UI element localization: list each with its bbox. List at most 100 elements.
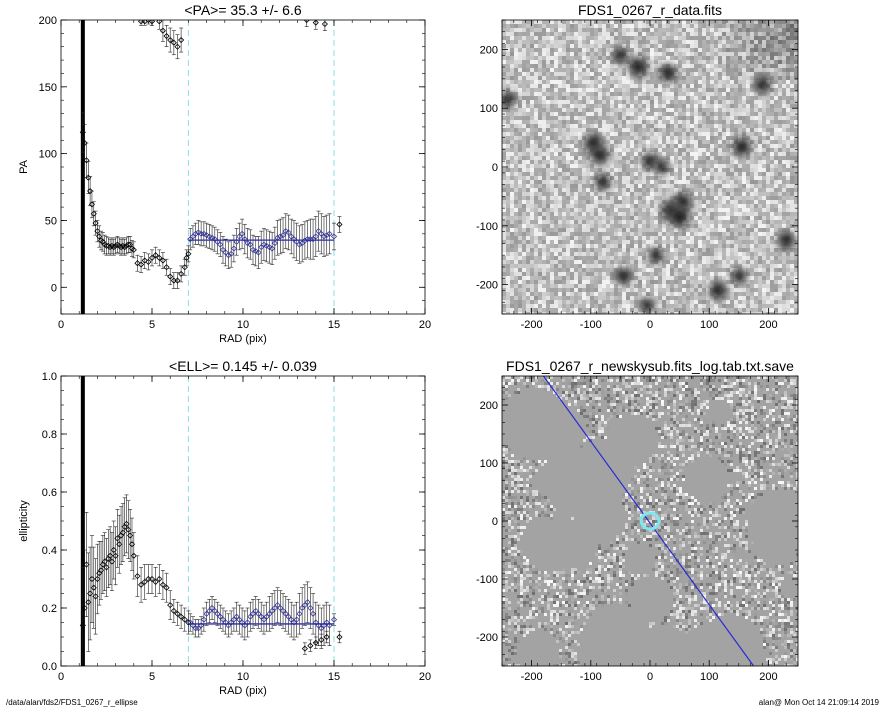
image-pixel: [538, 108, 542, 112]
image-pixel: [794, 84, 798, 88]
image-pixel: [742, 188, 746, 192]
image-pixel: [606, 212, 610, 216]
image-pixel: [658, 92, 662, 96]
image-pixel: [562, 164, 566, 168]
image-pixel: [670, 104, 674, 108]
image-pixel: [722, 140, 726, 144]
image-pixel: [754, 40, 758, 44]
image-pixel: [706, 208, 710, 212]
image-pixel: [742, 36, 746, 40]
image-pixel: [794, 80, 798, 84]
image-pixel: [738, 212, 742, 216]
image-pixel: [570, 28, 574, 32]
image-pixel: [714, 204, 718, 208]
image-pixel: [546, 52, 550, 56]
image-pixel: [634, 116, 638, 120]
image-pixel: [682, 60, 686, 64]
data-point: [138, 581, 145, 588]
image-pixel: [546, 124, 550, 128]
image-pixel: [650, 52, 654, 56]
image-pixel: [674, 92, 678, 96]
image-pixel: [590, 120, 594, 124]
image-pixel: [698, 200, 702, 204]
image-pixel: [654, 80, 658, 84]
image-pixel: [762, 48, 766, 52]
image-pixel: [766, 224, 770, 228]
image-pixel: [530, 20, 534, 24]
image-pixel: [778, 88, 782, 92]
image-pixel: [522, 192, 526, 196]
image-pixel: [598, 104, 602, 108]
image-pixel: [658, 52, 662, 56]
image-pixel: [526, 116, 530, 120]
image-pixel: [678, 72, 682, 76]
image-pixel: [694, 176, 698, 180]
image-pixel: [542, 72, 546, 76]
image-pixel: [750, 152, 754, 156]
image-pixel: [646, 180, 650, 184]
image-pixel: [614, 188, 618, 192]
data-point: [200, 616, 207, 623]
image-pixel: [542, 96, 546, 100]
image-pixel: [754, 20, 758, 24]
image-pixel: [642, 32, 646, 36]
image-pixel: [750, 160, 754, 164]
image-pixel: [722, 152, 726, 156]
image-pixel: [550, 112, 554, 116]
image-pixel: [606, 40, 610, 44]
image-pixel: [542, 200, 546, 204]
image-pixel: [710, 96, 714, 100]
image-pixel: [750, 36, 754, 40]
image-pixel: [662, 28, 666, 32]
image-pixel: [602, 200, 606, 204]
image-pixel: [566, 184, 570, 188]
image-pixel: [530, 100, 534, 104]
image-pixel: [618, 184, 622, 188]
image-pixel: [598, 228, 602, 232]
image-pixel: [718, 68, 722, 72]
image-pixel: [730, 88, 734, 92]
image-pixel: [642, 140, 646, 144]
image-pixel: [562, 64, 566, 68]
image-pixel: [698, 164, 702, 168]
image-pixel: [562, 60, 566, 64]
image-pixel: [558, 176, 562, 180]
image-pixel: [618, 204, 622, 208]
image-pixel: [710, 124, 714, 128]
image-pixel: [562, 68, 566, 72]
image-pixel: [702, 56, 706, 60]
image-pixel: [618, 28, 622, 32]
image-pixel: [618, 72, 622, 76]
image-pixel: [626, 72, 630, 76]
image-pixel: [546, 120, 550, 124]
image-pixel: [554, 40, 558, 44]
image-pixel: [694, 96, 698, 100]
image-pixel: [534, 132, 538, 136]
image-pixel: [506, 36, 510, 40]
image-pixel: [630, 132, 634, 136]
image-pixel: [794, 48, 798, 52]
image-pixel: [530, 208, 534, 212]
image-pixel: [738, 200, 742, 204]
data-point: [185, 250, 192, 257]
image-pixel: [618, 116, 622, 120]
image-pixel: [778, 124, 782, 128]
image-pixel: [774, 168, 778, 172]
image-pixel: [742, 184, 746, 188]
image-pixel: [622, 72, 626, 76]
image-pixel: [730, 132, 734, 136]
image-pixel: [794, 108, 798, 112]
image-pixel: [730, 20, 734, 24]
image-pixel: [598, 204, 602, 208]
image-pixel: [650, 20, 654, 24]
image-pixel: [786, 224, 790, 228]
image-pixel: [534, 44, 538, 48]
image-pixel: [742, 116, 746, 120]
image-pixel: [510, 180, 514, 184]
image-pixel: [522, 120, 526, 124]
image-pixel: [582, 212, 586, 216]
image-pixel: [754, 32, 758, 36]
image-pixel: [550, 132, 554, 136]
image-pixel: [594, 220, 598, 224]
image-pixel: [770, 136, 774, 140]
